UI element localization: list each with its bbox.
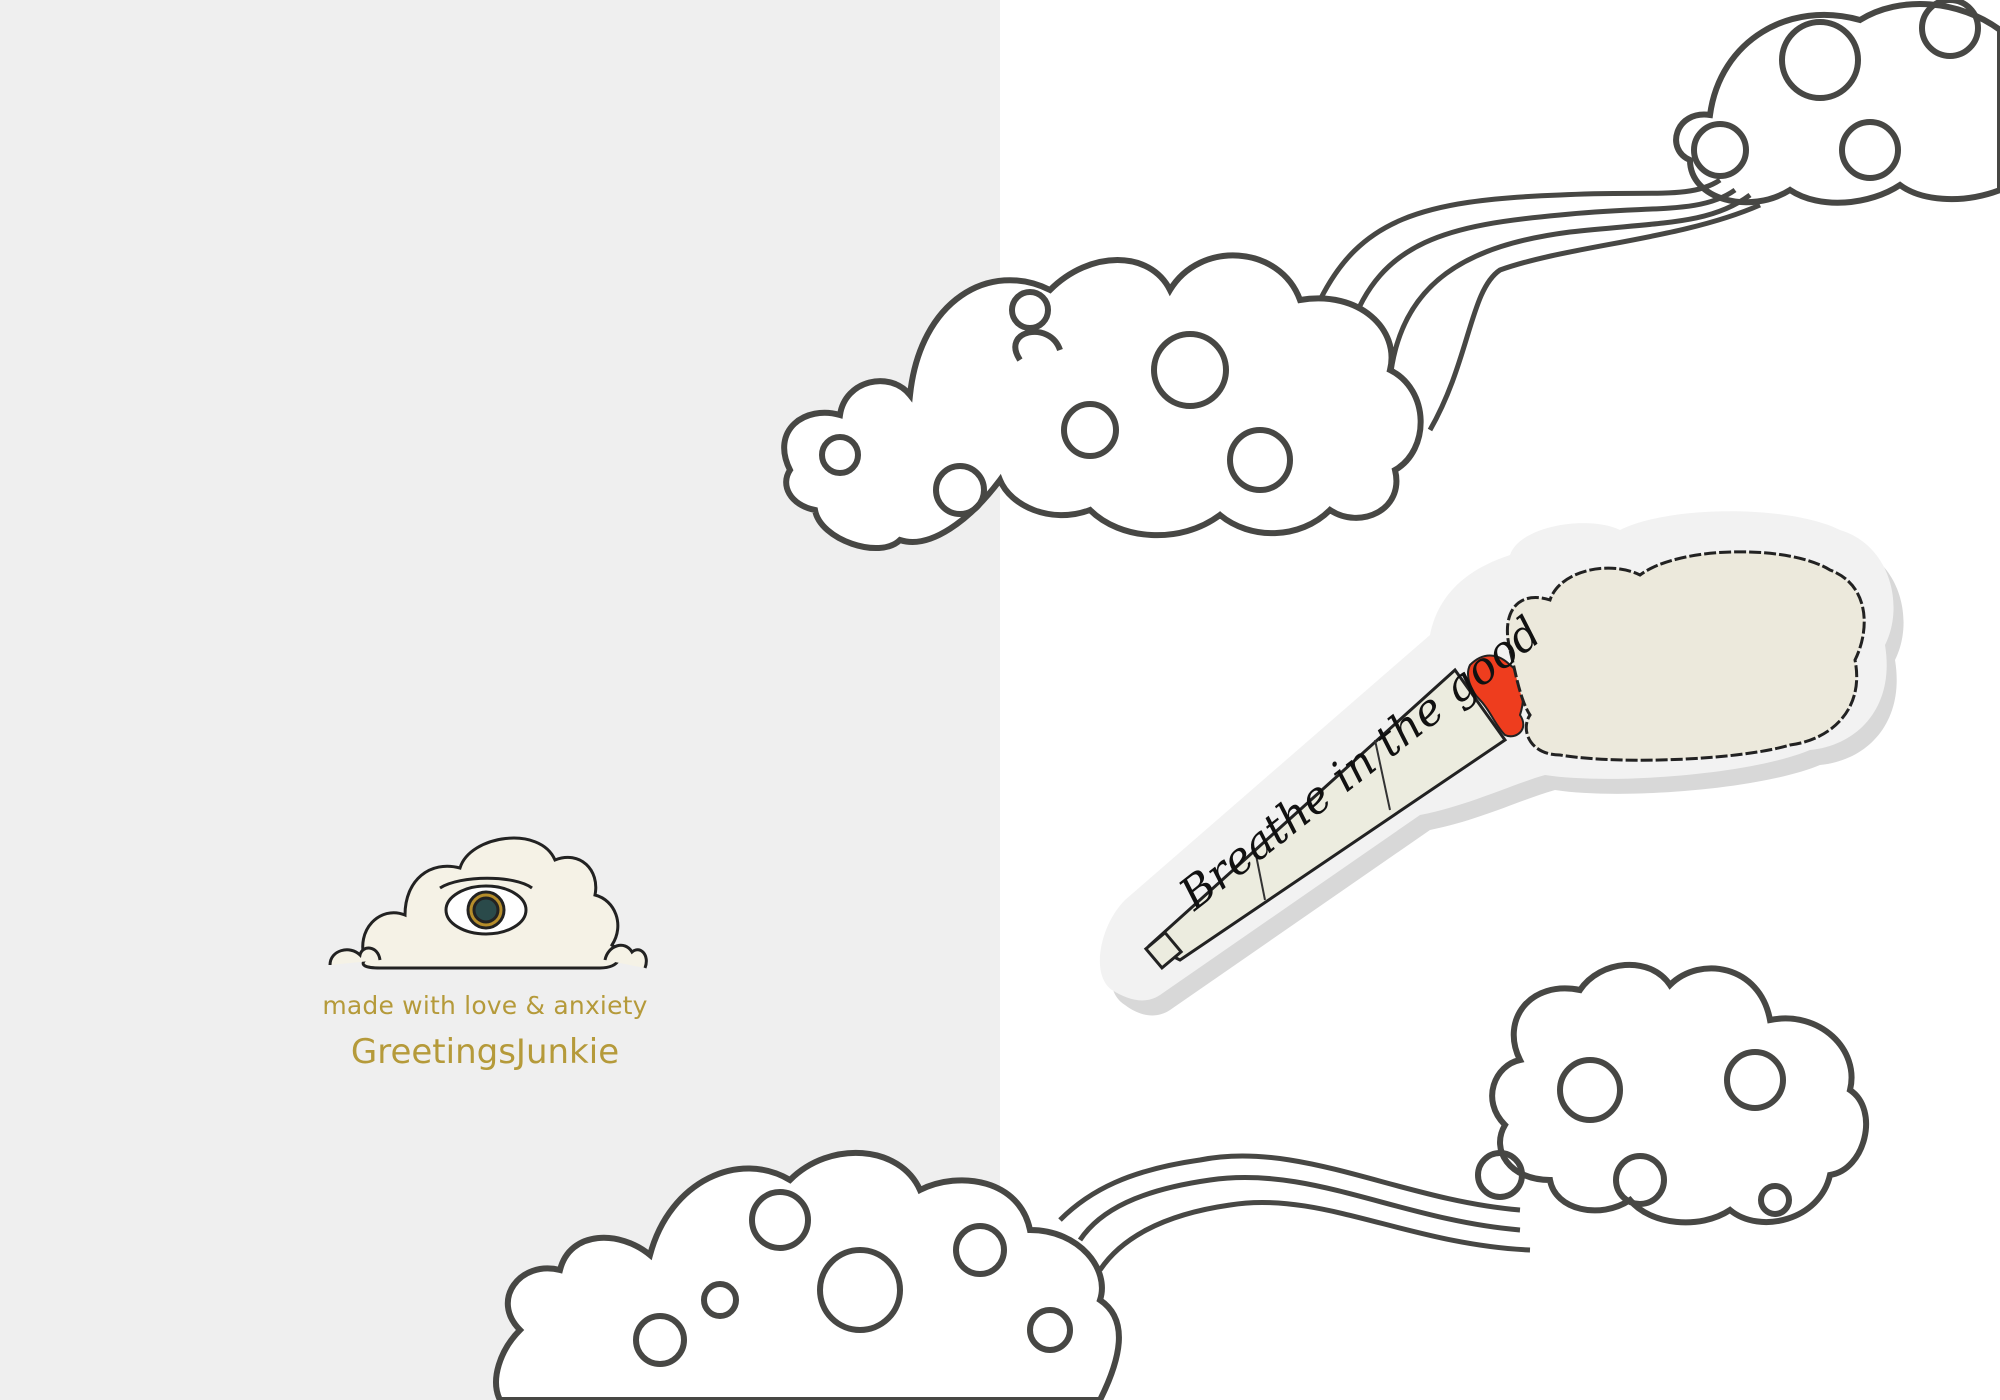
joint-smoke-sticker-icon (1099, 511, 1904, 1016)
swirl-cloud-icon (781, 252, 1424, 551)
swirl-cloud-icon (1475, 962, 1869, 1226)
swirl-cloud-icon (493, 1149, 1122, 1400)
brand-logo (326, 822, 646, 972)
cloud-eye-icon (328, 836, 648, 970)
swirl-cloud-icon (1673, 0, 2000, 206)
brand-name: GreetingsJunkie (350, 1032, 620, 1072)
brand-tagline: made with love & anxiety (322, 991, 648, 1020)
